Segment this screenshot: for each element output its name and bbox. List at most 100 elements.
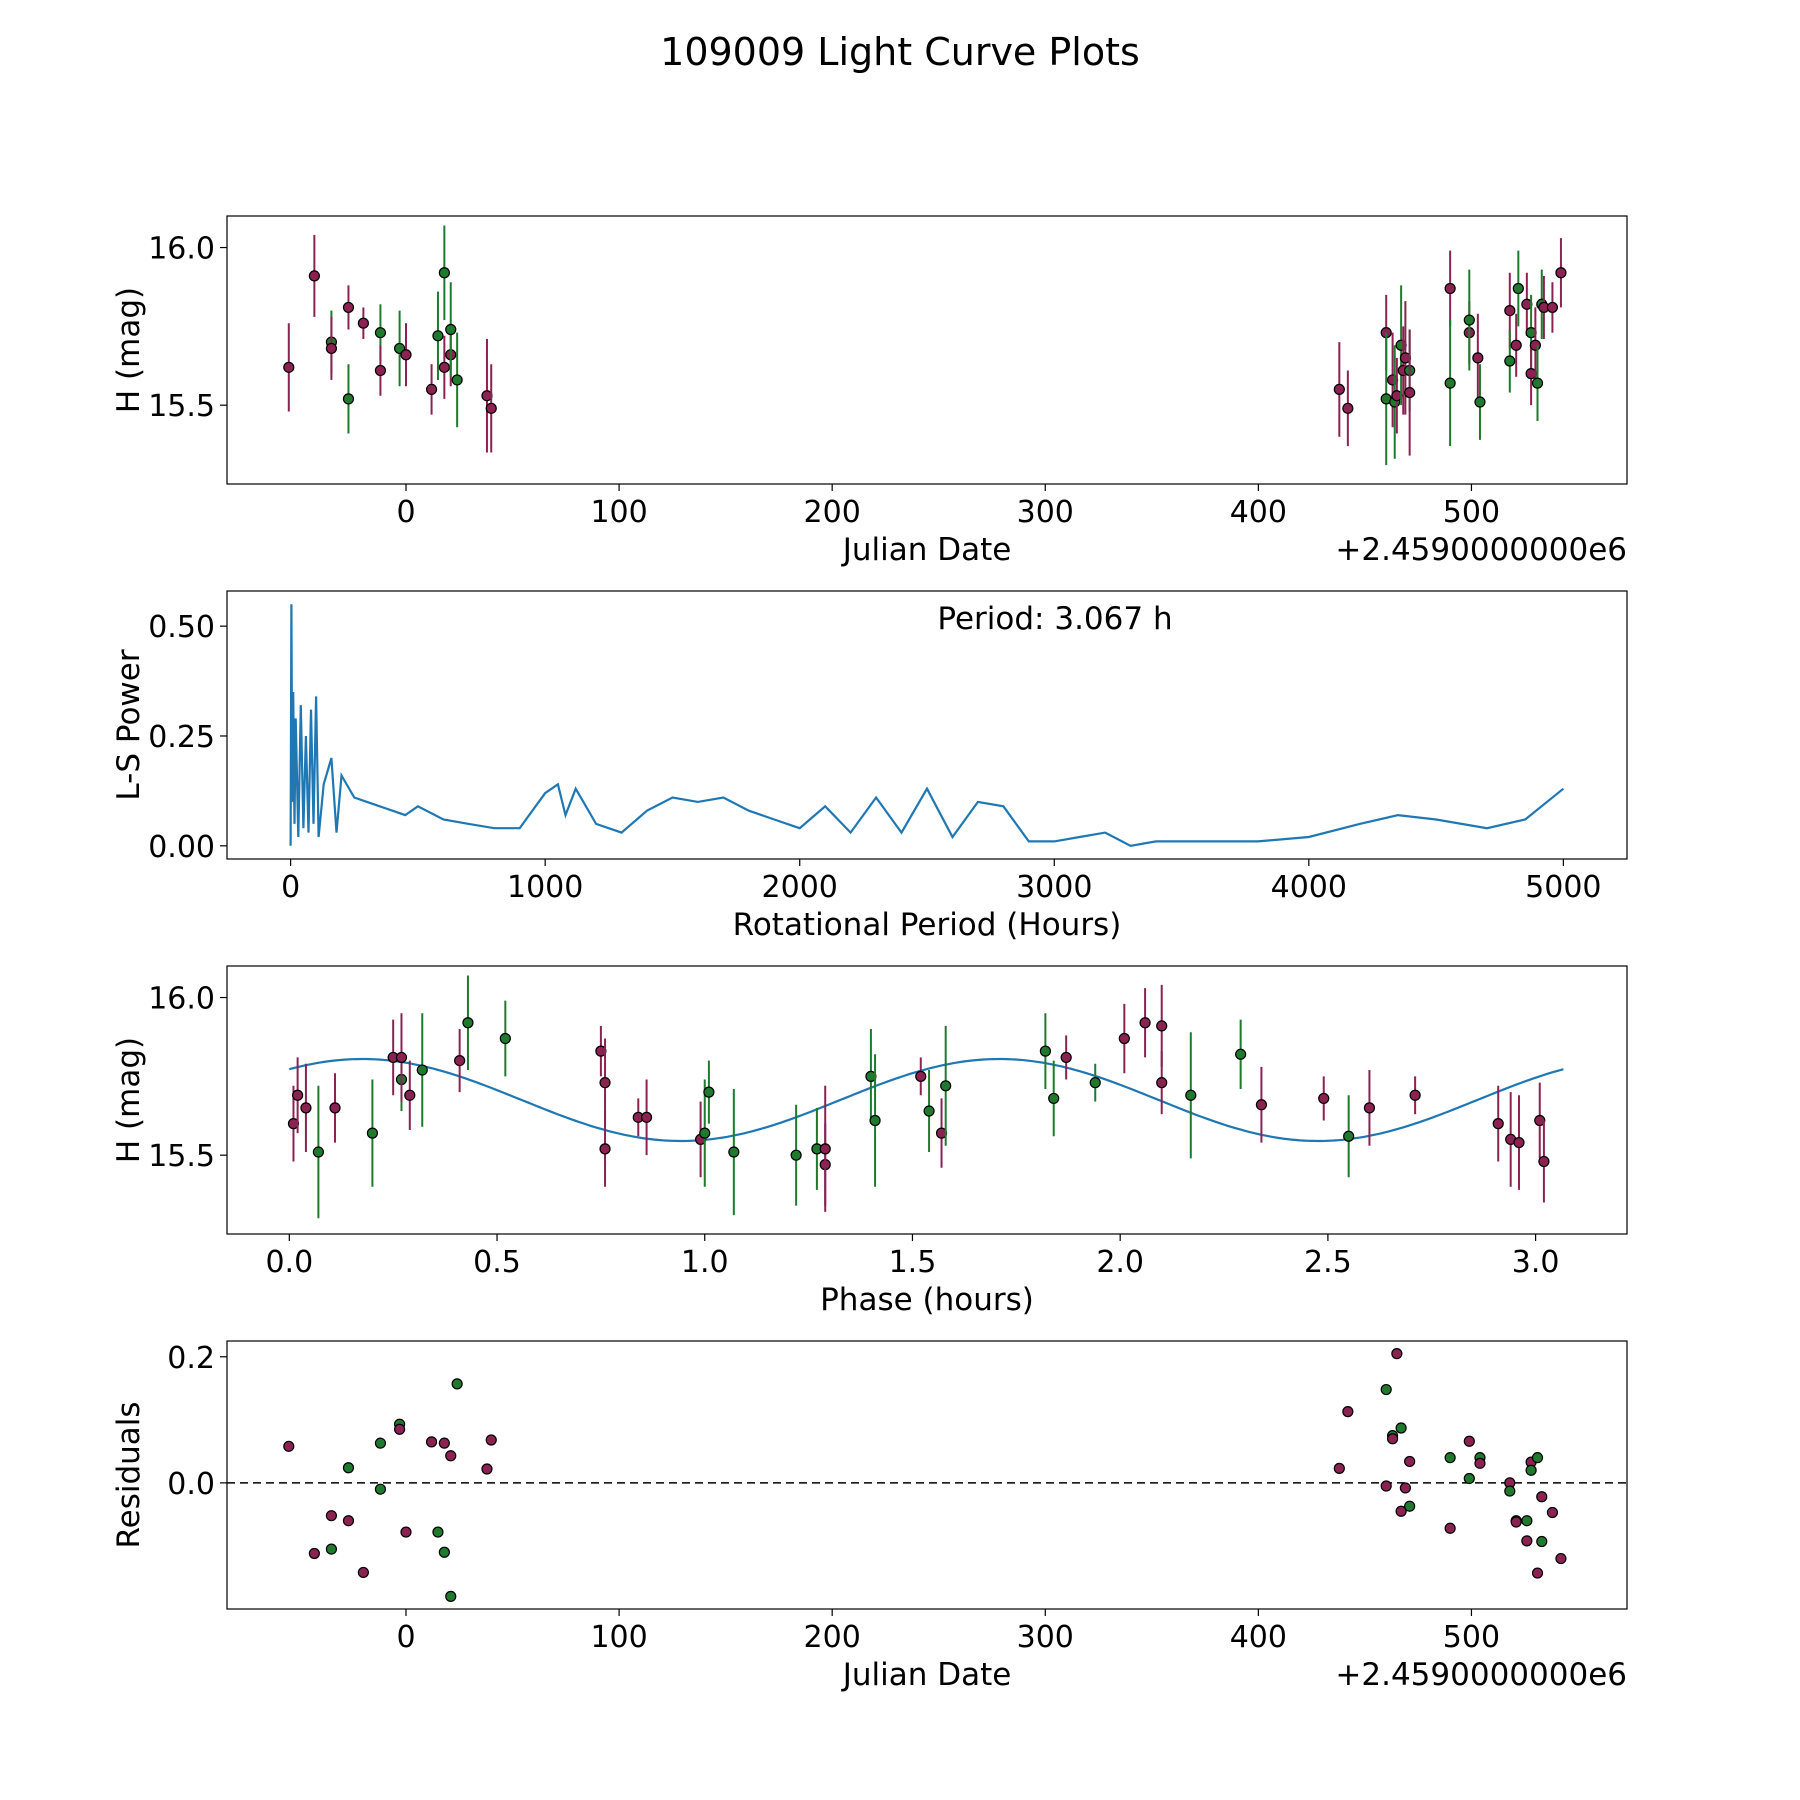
x-tick-label: 1000 [507,870,583,905]
data-point [342,1462,355,1474]
y-tick-label: 0.25 [148,720,215,755]
data-point [454,1054,466,1067]
x-tick-label: 0 [396,1620,415,1655]
data-point [445,323,457,336]
data-point [404,1089,416,1101]
x-tick-label: 0 [396,495,415,530]
data-point [1521,1535,1533,1547]
data-point [1504,304,1516,317]
data-point [1536,1491,1548,1503]
x-tick-label: 1.5 [889,1245,937,1280]
y-tick-label: 15.5 [148,389,215,424]
data-point [1391,1348,1403,1360]
data-point [1504,1485,1516,1497]
data-point [1333,383,1345,396]
data-point [1525,1464,1537,1476]
data-point [1255,1099,1268,1111]
data-point [869,1114,881,1127]
y-axis-label: H (mag) [111,287,147,413]
data-point [342,1515,355,1527]
data-point [923,1105,935,1117]
y-tick-label: 0.50 [148,610,215,645]
data-point [445,1450,457,1462]
x-axis-label: Julian Date [841,1657,1012,1693]
x-offset-label: +2.4590000000e6 [1335,532,1627,568]
x-tick-label: 300 [1017,495,1074,530]
plot-area [289,604,1565,847]
data-point [703,1086,715,1098]
data-point [1555,1552,1567,1565]
data-point [283,361,295,373]
data-point [1474,1457,1486,1469]
data-point [728,1146,740,1158]
data-point [357,1566,369,1579]
data-point [1156,1020,1168,1032]
data-point [400,1526,412,1538]
data-point [1363,1102,1376,1114]
phased-panel: 0.0 0.5 1.0 1.5 2.0 2.5 3.0 15.5 16.0 Phase (hour… [111,965,1628,1318]
data-point [485,1434,497,1446]
x-tick-label: 400 [1230,1620,1287,1655]
x-tick-label: 3.0 [1512,1245,1560,1280]
data-point [1521,1515,1533,1527]
figure-title: 109009 Light Curve Plots [660,30,1140,74]
x-tick-label: 200 [804,1620,861,1655]
data-point [1531,1567,1544,1579]
data-point [1185,1089,1197,1101]
data-point [1060,1051,1072,1064]
data-point [292,1089,304,1101]
x-tick-label: 0.0 [265,1245,313,1280]
data-point [915,1070,927,1082]
data-point [1510,339,1522,351]
data-point [425,383,438,396]
data-point [374,1437,387,1449]
data-point [283,1440,295,1452]
data-point [1512,282,1524,295]
plot-area [227,1348,1627,1602]
y-tick-label: 0.2 [167,1341,215,1376]
x-tick-label: 200 [804,495,861,530]
data-point [1409,1089,1421,1101]
data-point [1444,282,1456,295]
y-axis-label: L-S Power [111,649,147,800]
data-point [1536,1535,1548,1548]
y-axis-label: Residuals [111,1401,147,1548]
data-point [499,1032,511,1045]
data-point [1318,1092,1330,1105]
data-point [1039,1045,1051,1057]
data-point [357,317,369,329]
x-tick-label: 500 [1443,495,1500,530]
data-point [1404,1455,1416,1468]
axes-frame [226,590,1628,860]
data-point [374,327,387,339]
periodogram-line [289,604,1565,847]
data-point [1089,1077,1101,1089]
data-point [485,402,497,414]
data-point [366,1127,379,1139]
x-tick-label: 400 [1230,495,1287,530]
y-axis-label: H (mag) [111,1037,147,1163]
data-point [1444,377,1456,389]
data-point [1118,1032,1130,1045]
data-point [1404,386,1416,399]
x-tick-label: 2000 [762,870,838,905]
x-axis-label: Rotational Period (Hours) [733,907,1122,943]
data-point [432,330,444,342]
data-point [312,1146,324,1158]
data-point [1463,314,1475,326]
data-point [325,1543,338,1555]
data-point [395,1051,408,1064]
data-point [308,1547,320,1560]
data-point [940,1080,952,1092]
data-point [1474,396,1486,408]
y-tick-label: 0.00 [148,830,215,865]
axes-frame [226,215,1628,485]
x-tick-label: 3000 [1016,870,1092,905]
model-curve [289,1057,1564,1143]
data-point [1235,1048,1247,1060]
y-tick-label: 0.0 [167,1467,215,1502]
data-point [1387,1433,1399,1445]
data-point [416,1064,428,1076]
data-point [1156,1077,1168,1089]
